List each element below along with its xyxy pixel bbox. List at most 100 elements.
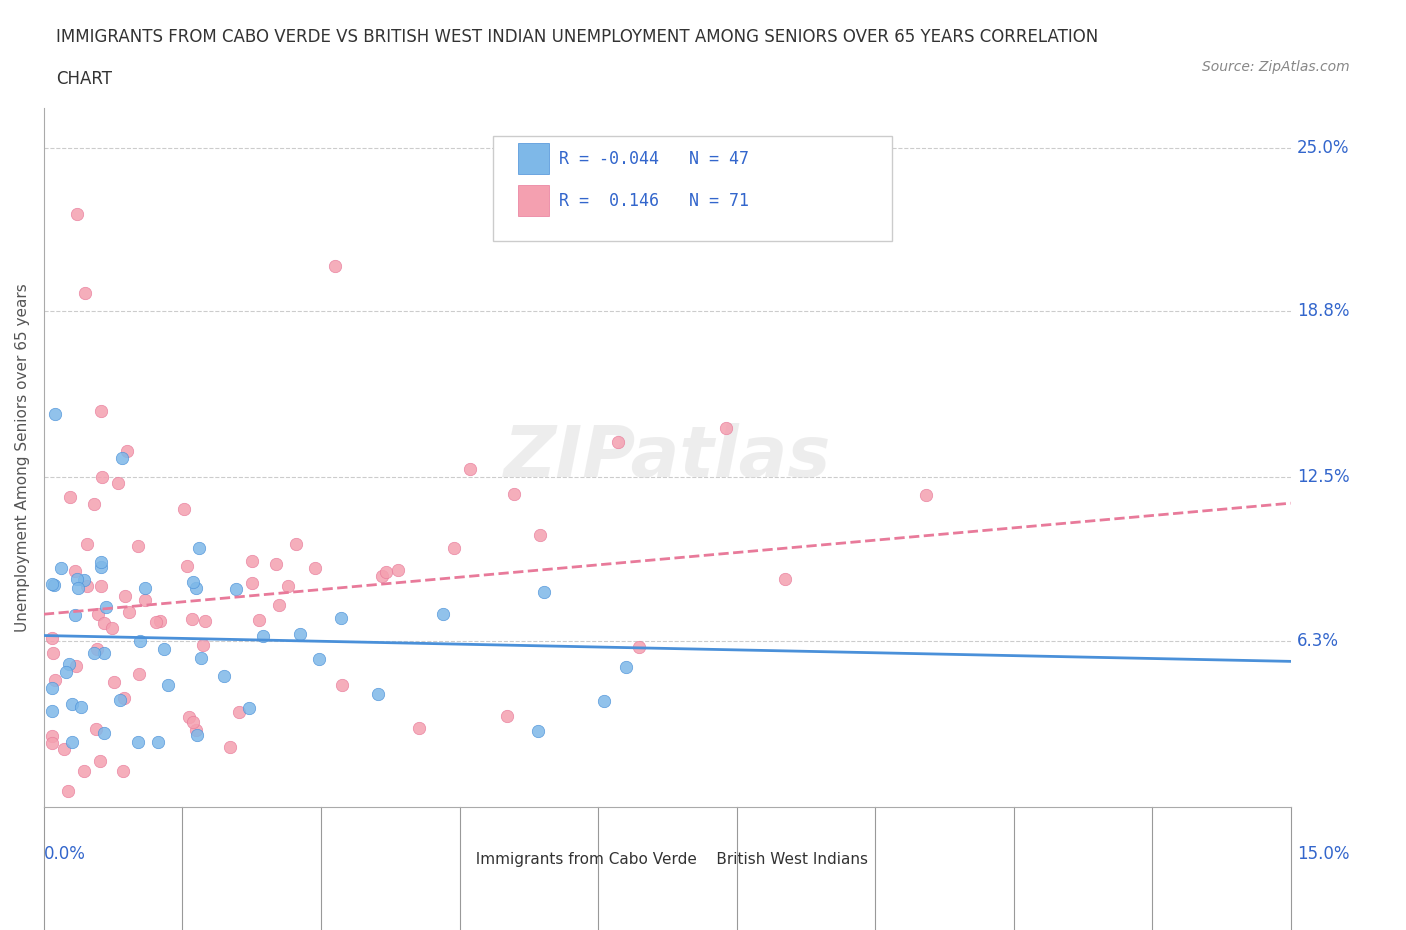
- Point: [128, 666, 150, 681]
- Text: ZIPatlas: ZIPatlas: [503, 423, 831, 492]
- Point: [264, 556, 287, 571]
- Point: [627, 640, 650, 655]
- Point: [111, 450, 134, 465]
- Point: [323, 259, 346, 273]
- Point: [93, 725, 115, 740]
- Point: [443, 540, 465, 555]
- Point: [149, 614, 172, 629]
- Point: [83, 645, 105, 660]
- Y-axis label: Unemployment Among Seniors over 65 years: Unemployment Among Seniors over 65 years: [15, 283, 30, 631]
- Point: [375, 565, 398, 579]
- Point: [63, 564, 86, 578]
- Point: [330, 678, 353, 693]
- Text: Immigrants from Cabo Verde    British West Indians: Immigrants from Cabo Verde British West …: [467, 853, 869, 868]
- Point: [176, 559, 198, 574]
- Point: [408, 721, 430, 736]
- Text: R =  0.146   N = 71: R = 0.146 N = 71: [558, 192, 749, 210]
- Text: 0.0%: 0.0%: [44, 845, 86, 863]
- Point: [775, 572, 797, 587]
- Point: [329, 610, 352, 625]
- Text: 18.8%: 18.8%: [1296, 302, 1350, 320]
- Point: [288, 627, 311, 642]
- Point: [269, 597, 291, 612]
- Point: [606, 435, 628, 450]
- Point: [193, 637, 215, 652]
- Point: [63, 608, 86, 623]
- Point: [177, 710, 200, 724]
- Point: [83, 497, 105, 512]
- Point: [242, 576, 264, 591]
- FancyBboxPatch shape: [517, 143, 548, 175]
- Point: [432, 607, 454, 622]
- Point: [41, 736, 63, 751]
- Point: [134, 592, 156, 607]
- Point: [90, 404, 112, 418]
- Point: [91, 470, 114, 485]
- Point: [367, 687, 389, 702]
- Point: [73, 764, 96, 778]
- Point: [89, 753, 111, 768]
- Point: [56, 784, 79, 799]
- Point: [103, 674, 125, 689]
- Point: [86, 607, 108, 622]
- Point: [66, 571, 89, 586]
- Point: [145, 615, 167, 630]
- Point: [127, 538, 149, 553]
- Text: CHART: CHART: [56, 70, 112, 87]
- Point: [529, 527, 551, 542]
- Point: [247, 612, 270, 627]
- Point: [90, 560, 112, 575]
- Point: [41, 645, 63, 660]
- Point: [93, 646, 115, 661]
- Point: [112, 690, 135, 705]
- Point: [496, 709, 519, 724]
- Point: [44, 406, 66, 421]
- Point: [188, 540, 211, 555]
- Point: [90, 554, 112, 569]
- Point: [112, 764, 135, 778]
- Point: [115, 444, 138, 458]
- FancyBboxPatch shape: [486, 844, 509, 863]
- Point: [458, 462, 481, 477]
- Point: [41, 681, 63, 696]
- Point: [129, 633, 152, 648]
- Point: [371, 568, 394, 583]
- Point: [49, 561, 72, 576]
- Point: [527, 724, 550, 738]
- Point: [65, 658, 87, 673]
- Point: [252, 629, 274, 644]
- Point: [66, 206, 89, 221]
- Text: IMMIGRANTS FROM CABO VERDE VS BRITISH WEST INDIAN UNEMPLOYMENT AMONG SENIORS OVE: IMMIGRANTS FROM CABO VERDE VS BRITISH WE…: [56, 28, 1098, 46]
- Point: [55, 665, 77, 680]
- Point: [186, 727, 208, 742]
- Point: [714, 420, 737, 435]
- Point: [173, 501, 195, 516]
- Point: [52, 741, 75, 756]
- Point: [285, 537, 308, 551]
- Text: 6.3%: 6.3%: [1296, 631, 1339, 650]
- Point: [304, 561, 326, 576]
- Point: [86, 641, 108, 656]
- FancyBboxPatch shape: [492, 136, 891, 241]
- Point: [914, 487, 936, 502]
- Point: [70, 699, 93, 714]
- Point: [41, 703, 63, 718]
- FancyBboxPatch shape: [673, 844, 696, 863]
- Point: [60, 697, 83, 711]
- Point: [277, 578, 299, 593]
- Point: [76, 578, 98, 593]
- Point: [134, 580, 156, 595]
- Point: [228, 705, 250, 720]
- Point: [100, 620, 122, 635]
- Point: [181, 714, 204, 729]
- Point: [146, 735, 169, 750]
- Point: [44, 672, 66, 687]
- Point: [184, 580, 207, 595]
- Point: [41, 728, 63, 743]
- Point: [225, 582, 247, 597]
- Point: [190, 651, 212, 666]
- Point: [127, 734, 149, 749]
- Point: [593, 694, 616, 709]
- Point: [153, 642, 176, 657]
- Point: [60, 735, 83, 750]
